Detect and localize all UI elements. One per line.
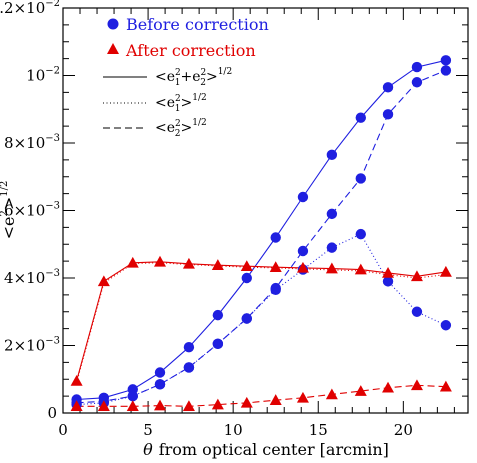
series-line-after-e2	[76, 384, 446, 407]
point-before-e2-11	[382, 109, 394, 120]
point-before-total-12	[411, 61, 423, 73]
point-after-total-8	[296, 261, 309, 273]
point-before-e1-11	[382, 276, 394, 287]
point-after-total-6	[240, 260, 253, 271]
point-before-e2-9	[326, 208, 338, 220]
series-markers	[70, 55, 452, 412]
y-tick-label-1: 2×10−3	[4, 336, 60, 355]
series-line-before-e2	[76, 69, 447, 404]
point-after-e2-12	[410, 379, 423, 391]
x-tick-label-4: 20	[394, 421, 413, 439]
point-after-e2-2	[126, 400, 139, 412]
y-tick-label-2: 4×10−3	[4, 268, 60, 287]
point-after-total-1	[97, 275, 110, 287]
point-after-e2-6	[240, 396, 253, 408]
legend-before-label: Before correction	[126, 15, 269, 34]
point-after-total-5	[211, 259, 224, 270]
point-after-total-12	[410, 270, 423, 282]
point-before-total-8	[297, 191, 309, 203]
point-before-e1-10	[355, 228, 366, 240]
point-after-total-3	[153, 255, 166, 267]
point-after-e2-8	[296, 391, 309, 403]
y-axis-label-main: <e	[0, 217, 18, 240]
y-axis-label: <e2>1/2	[0, 181, 18, 240]
x-tick-label-2: 10	[224, 421, 243, 439]
y-tick-label-3: 6×10−3	[4, 201, 60, 220]
point-after-total-11	[382, 266, 395, 278]
point-after-e2-7	[269, 394, 282, 405]
point-after-total-10	[354, 263, 367, 275]
point-after-total-13	[439, 265, 452, 277]
point-before-total-6	[241, 272, 252, 284]
legend-before-marker	[107, 18, 119, 30]
legend-e1-label: <e2 1>1/2	[155, 93, 207, 114]
x-axis-label-text: from optical center [arcmin]	[159, 440, 389, 459]
point-after-e2-10	[354, 385, 367, 396]
point-after-total-4	[182, 257, 195, 269]
axis-tick-labels: 0 5 10 15 20 0 2×10−3 4×10−3 6×10−3 8×10−3 10−2 1.2…	[0, 0, 413, 439]
legend: Before correction After correction <e2 1+…	[103, 15, 269, 139]
point-before-e2-3	[154, 379, 166, 390]
plot-frame	[62, 7, 469, 414]
point-before-total-7	[270, 232, 281, 243]
axis-ticks	[62, 7, 468, 414]
y-tick-label-5: 10−2	[26, 66, 60, 85]
point-before-e2-4	[183, 362, 195, 373]
point-before-e2-8	[297, 245, 309, 257]
point-before-total-10	[355, 112, 366, 123]
series-line-before-total	[76, 59, 447, 401]
point-after-total-2	[126, 256, 139, 268]
point-before-e2-7	[270, 282, 281, 294]
legend-total-label: <e2 1+e2 2>1/2	[155, 67, 232, 88]
series-line-after-e1	[76, 262, 446, 383]
point-before-e2-6	[241, 313, 252, 324]
point-before-e1-9	[326, 242, 338, 253]
point-after-e2-13	[439, 380, 452, 392]
point-before-e2-13	[440, 65, 452, 76]
point-before-total-4	[183, 341, 195, 353]
point-before-e2-5	[212, 338, 224, 350]
point-before-e2-12	[411, 77, 423, 88]
point-before-e1-12	[411, 306, 423, 317]
y-tick-label-4: 8×10−3	[4, 133, 60, 152]
x-tick-label-0: 0	[58, 421, 68, 439]
y-axis-label-tail: >	[0, 197, 18, 210]
series-line-after-total	[76, 261, 446, 382]
y-axis-label-sup: 2	[0, 210, 10, 216]
point-after-e2-3	[153, 399, 166, 411]
x-tick-label-1: 5	[143, 421, 153, 439]
legend-after-label: After correction	[125, 41, 256, 60]
y-tick-label-0: 0	[47, 404, 57, 422]
point-before-total-5	[212, 309, 224, 321]
x-tick-label-3: 15	[309, 421, 328, 439]
x-axis-label-symbol: θ	[143, 440, 153, 459]
y-axis-label-exp: 1/2	[0, 181, 10, 197]
point-before-total-13	[440, 55, 452, 66]
point-after-e2-11	[382, 381, 395, 393]
point-after-e2-9	[325, 388, 338, 400]
legend-after-marker	[107, 43, 119, 54]
point-before-e1-13	[440, 320, 452, 331]
point-after-total-7	[269, 261, 282, 272]
point-after-e2-4	[182, 400, 195, 412]
point-after-e2-1	[97, 400, 110, 412]
x-axis-label: θ from optical center [arcmin]	[143, 440, 389, 459]
point-before-e2-2	[127, 390, 138, 402]
point-after-total-0	[70, 374, 83, 386]
point-before-total-11	[382, 82, 394, 93]
legend-e2-label: <e2 2>1/2	[155, 118, 207, 139]
point-after-e2-0	[70, 400, 83, 412]
point-after-e2-5	[211, 398, 224, 410]
point-before-total-9	[326, 149, 338, 161]
point-after-total-9	[325, 262, 338, 274]
point-before-total-3	[154, 367, 166, 378]
point-before-e2-10	[355, 173, 366, 184]
y-tick-label-6: 1.2×10−2	[0, 0, 60, 17]
